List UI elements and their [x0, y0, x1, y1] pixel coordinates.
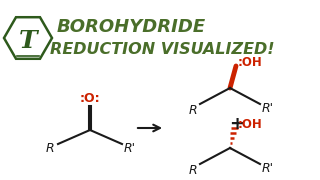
Text: REDUCTION VISUALIZED!: REDUCTION VISUALIZED! [50, 42, 275, 57]
Text: BOROHYDRIDE: BOROHYDRIDE [57, 18, 206, 36]
Text: :OH: :OH [238, 55, 263, 69]
Text: :OH: :OH [238, 118, 263, 130]
Text: R': R' [262, 161, 274, 174]
Text: R: R [189, 103, 197, 116]
Text: R': R' [262, 102, 274, 114]
Text: T: T [19, 29, 37, 53]
Text: R': R' [124, 141, 136, 154]
Text: R: R [46, 141, 54, 154]
Text: R: R [189, 163, 197, 177]
Text: +: + [229, 115, 244, 133]
Text: :O:: :O: [80, 93, 100, 105]
